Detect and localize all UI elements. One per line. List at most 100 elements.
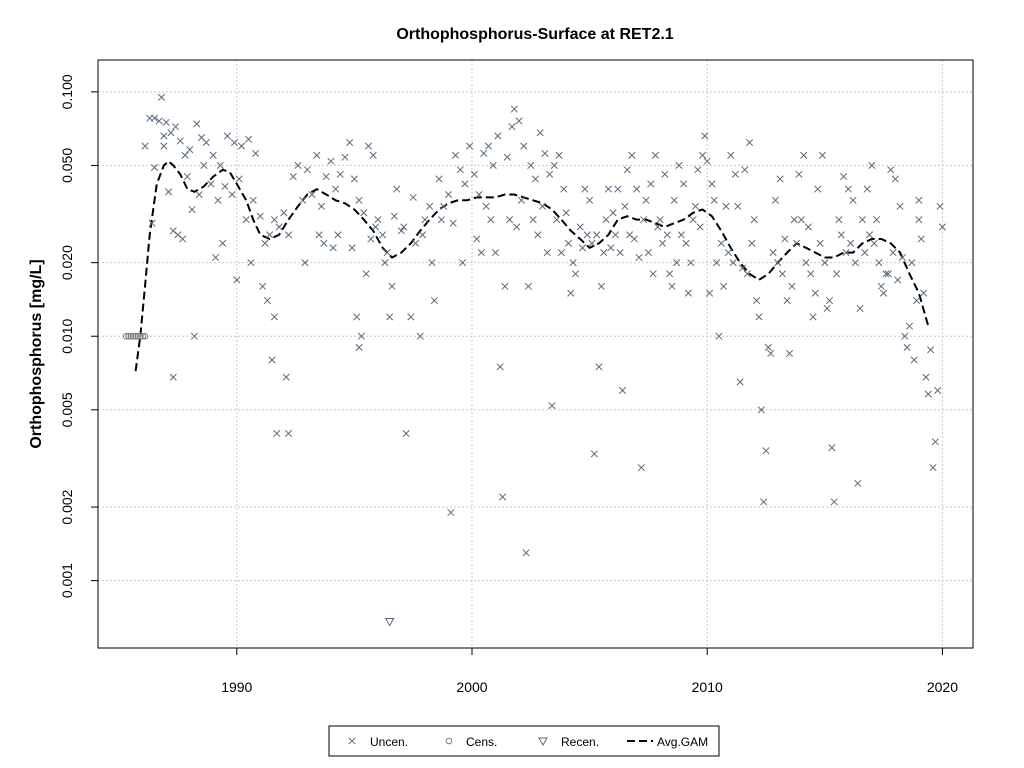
uncensored-point-stroke xyxy=(273,429,281,438)
uncensored-point xyxy=(522,549,530,557)
uncensored-point-stroke xyxy=(355,343,363,351)
uncensored-point xyxy=(920,289,928,297)
uncensored-point-stroke xyxy=(830,498,838,506)
uncensored-point xyxy=(289,173,297,181)
uncensored-point-stroke xyxy=(698,151,707,159)
uncensored-point xyxy=(346,139,354,147)
uncensored-point xyxy=(282,373,290,381)
uncensored-point xyxy=(157,93,166,101)
uncensored-point-stroke xyxy=(393,185,401,193)
uncensored-point-stroke xyxy=(729,259,737,267)
uncensored-point-stroke xyxy=(534,231,542,239)
uncensored-point-stroke xyxy=(931,438,939,446)
y-axis-title: Orthophosphorus [mg/L] xyxy=(28,259,45,448)
uncensored-point xyxy=(221,182,229,191)
uncensored-point-stroke xyxy=(882,270,890,278)
uncensored-point xyxy=(244,135,253,143)
uncensored-point-stroke xyxy=(800,151,808,159)
uncensored-point-stroke xyxy=(332,185,340,193)
uncensored-point-stroke xyxy=(776,175,784,183)
uncensored-point-stroke xyxy=(176,137,184,145)
uncensored-point xyxy=(435,175,443,183)
uncensored-point-stroke xyxy=(793,239,801,247)
uncensored-point xyxy=(503,153,511,161)
uncensored-point-stroke xyxy=(141,142,149,150)
uncensored-point xyxy=(642,196,650,204)
uncensored-point-stroke xyxy=(367,235,375,243)
uncensored-point xyxy=(835,216,843,224)
uncensored-point xyxy=(661,170,669,178)
uncensored-point xyxy=(729,259,737,267)
uncensored-point xyxy=(635,253,643,262)
uncensored-point xyxy=(212,253,220,262)
uncensored-point xyxy=(715,332,723,340)
uncensored-point xyxy=(548,402,556,410)
uncensored-point-stroke xyxy=(397,227,405,235)
uncensored-point xyxy=(905,322,914,330)
uncensored-point xyxy=(870,239,878,247)
uncensored-point-stroke xyxy=(750,216,758,224)
uncensored-point xyxy=(266,231,274,239)
uncensored-point-stroke xyxy=(818,151,827,159)
uncensored-point xyxy=(531,175,540,183)
uncensored-point xyxy=(529,216,537,224)
uncensored-point xyxy=(823,304,831,312)
uncensored-point-stroke xyxy=(884,270,892,278)
uncensored-point-stroke xyxy=(480,149,488,157)
uncensored-point-stroke xyxy=(731,170,739,178)
censored-point xyxy=(139,332,146,340)
uncensored-point-stroke xyxy=(861,248,869,257)
uncensored-point-stroke xyxy=(828,444,836,452)
uncensored-point xyxy=(350,175,358,183)
uncensored-point-stroke xyxy=(524,282,532,290)
uncensored-point-stroke xyxy=(223,132,231,140)
uncensored-point-stroke xyxy=(762,447,770,455)
uncensored-point-stroke xyxy=(451,151,460,159)
uncensored-point xyxy=(807,270,815,278)
uncensored-point-stroke xyxy=(360,209,368,217)
uncensored-point-stroke xyxy=(682,239,690,247)
x-tick-label: 2020 xyxy=(927,679,958,695)
legend-symbol-recen xyxy=(538,737,548,747)
uncensored-point-stroke xyxy=(847,239,855,247)
uncensored-point-stroke xyxy=(435,175,443,183)
uncensored-point-stroke xyxy=(221,182,229,191)
uncensored-point-stroke xyxy=(416,332,424,340)
uncensored-point-stroke xyxy=(259,282,267,290)
uncensored-point xyxy=(459,259,467,267)
uncensored-point-stroke xyxy=(200,161,208,169)
uncensored-point xyxy=(230,139,238,147)
uncensored-point-stroke xyxy=(489,161,497,169)
uncensored-point-stroke xyxy=(162,118,170,126)
uncensored-point xyxy=(837,231,845,239)
legend: Uncen. Cens. Recen. Avg.GAM xyxy=(328,725,720,757)
uncensored-point-stroke xyxy=(515,117,523,125)
uncensored-point xyxy=(581,185,589,193)
uncensored-point-stroke xyxy=(555,151,563,159)
uncensored-point xyxy=(929,464,937,472)
uncensored-point-stroke xyxy=(917,235,925,243)
uncensored-point-stroke xyxy=(284,231,293,239)
uncensored-point-stroke xyxy=(496,363,504,371)
uncensored-point xyxy=(797,216,805,224)
uncensored-point-stroke xyxy=(649,270,657,278)
uncensored-point xyxy=(456,166,464,174)
uncensored-point xyxy=(569,259,577,267)
uncensored-point xyxy=(884,270,892,278)
uncensored-point xyxy=(856,304,864,312)
uncensored-point xyxy=(517,196,525,204)
uncensored-point-stroke xyxy=(680,180,688,188)
uncensored-point xyxy=(355,343,363,351)
uncensored-point-stroke xyxy=(334,231,342,239)
uncensored-point xyxy=(273,429,281,438)
uncensored-point xyxy=(821,259,829,267)
uncensored-point-stroke xyxy=(880,289,888,297)
uncensored-point xyxy=(510,105,518,113)
uncensored-point xyxy=(616,248,624,257)
uncensored-point xyxy=(696,223,704,231)
uncensored-point xyxy=(710,196,718,204)
uncensored-point-stroke xyxy=(475,190,483,199)
uncensored-point xyxy=(369,151,377,159)
censored-point xyxy=(127,332,135,340)
